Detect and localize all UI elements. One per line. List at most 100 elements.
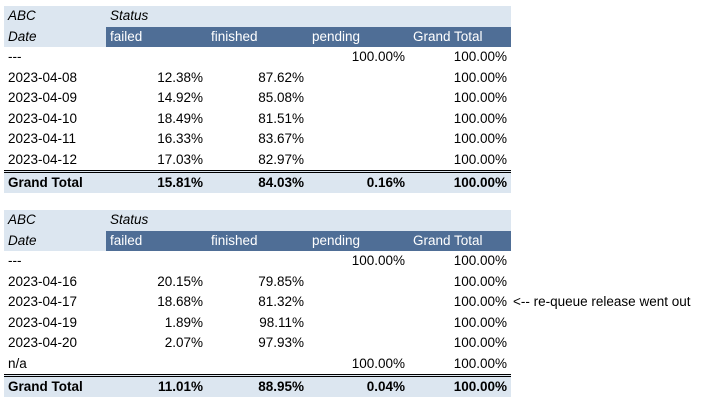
cell-pending[interactable]: [308, 150, 409, 172]
row-label[interactable]: 2023-04-19: [8, 314, 78, 330]
cell-finished[interactable]: 82.97%: [258, 151, 304, 167]
cell-pending[interactable]: [308, 129, 409, 150]
cell-failed[interactable]: 2.07%: [164, 335, 203, 351]
cell-pending[interactable]: [308, 88, 409, 109]
table-row: n/a 100.00% 100.00%: [4, 354, 511, 376]
cell-failed[interactable]: 16.33%: [157, 131, 203, 147]
cell-grand-total[interactable]: 100.00%: [453, 273, 507, 289]
column-header-pending[interactable]: pending: [308, 26, 409, 47]
row-field-label[interactable]: ABC: [4, 210, 106, 231]
cell-failed[interactable]: 18.68%: [157, 294, 203, 310]
cell-pending[interactable]: [308, 272, 409, 293]
cell-finished[interactable]: 98.11%: [259, 314, 304, 330]
row-field-label[interactable]: ABC: [4, 6, 106, 27]
table-row: 2023-04-12 17.03% 82.97% 100.00%: [4, 150, 511, 172]
cell-finished[interactable]: [207, 47, 308, 68]
cell-failed[interactable]: 18.49%: [157, 110, 203, 126]
cell-grand-total[interactable]: 100.00%: [453, 49, 507, 65]
column-field-label[interactable]: Status: [106, 210, 207, 231]
column-header-finished[interactable]: finished: [207, 230, 308, 251]
header-filler: [308, 6, 409, 27]
column-header-grand-total[interactable]: Grand Total: [409, 230, 511, 251]
row-label[interactable]: n/a: [8, 355, 27, 371]
cell-pending[interactable]: [308, 313, 409, 334]
table-row: 2023-04-16 20.15% 79.85% 100.00%: [4, 272, 511, 293]
column-header-failed[interactable]: failed: [106, 26, 207, 47]
grand-total-label[interactable]: Grand Total: [4, 169, 106, 193]
table-row: --- 100.00% 100.00%: [4, 47, 511, 68]
header-row-top: ABC Status: [4, 210, 511, 231]
cell-failed[interactable]: [106, 47, 207, 68]
total-pending[interactable]: 0.16%: [308, 169, 409, 193]
cell-grand-total[interactable]: 100.00%: [453, 253, 507, 269]
cell-finished[interactable]: 81.51%: [258, 110, 304, 126]
table-row: 2023-04-09 14.92% 85.08% 100.00%: [4, 88, 511, 109]
cell-grand-total[interactable]: 100.00%: [453, 69, 507, 85]
total-grand-total[interactable]: 100.00%: [409, 169, 511, 193]
total-grand-total[interactable]: 100.00%: [409, 373, 511, 397]
cell-failed[interactable]: 20.15%: [157, 273, 203, 289]
pivot-table-2: ABC Status Date failed finished pending …: [4, 210, 511, 397]
cell-failed[interactable]: 17.03%: [157, 151, 203, 167]
cell-grand-total[interactable]: 100.00%: [453, 90, 507, 106]
cell-finished[interactable]: 87.62%: [258, 69, 304, 85]
cell-failed[interactable]: 14.92%: [157, 90, 203, 106]
cell-failed[interactable]: [106, 354, 207, 376]
total-failed[interactable]: 15.81%: [106, 169, 207, 193]
cell-pending[interactable]: [308, 68, 409, 89]
cell-grand-total[interactable]: 100.00%: [453, 335, 507, 351]
cell-grand-total[interactable]: 100.00%: [453, 355, 507, 371]
cell-finished[interactable]: [207, 251, 308, 272]
row-label[interactable]: 2023-04-08: [8, 69, 78, 85]
column-header-finished[interactable]: finished: [207, 26, 308, 47]
row-label[interactable]: 2023-04-12: [8, 151, 78, 167]
cell-finished[interactable]: 97.93%: [258, 335, 304, 351]
cell-pending[interactable]: [308, 292, 409, 313]
total-finished[interactable]: 84.03%: [207, 169, 308, 193]
cell-finished[interactable]: 83.67%: [258, 131, 304, 147]
table-row: 2023-04-10 18.49% 81.51% 100.00%: [4, 109, 511, 130]
header-filler: [207, 210, 308, 231]
total-failed[interactable]: 11.01%: [106, 373, 207, 397]
table-row: --- 100.00% 100.00%: [4, 251, 511, 272]
cell-failed[interactable]: 12.38%: [157, 69, 203, 85]
grand-total-row: Grand Total 11.01% 88.95% 0.04% 100.00%: [4, 373, 511, 397]
row-label[interactable]: 2023-04-20: [8, 335, 78, 351]
cell-finished[interactable]: [207, 354, 308, 376]
cell-finished[interactable]: 81.32%: [258, 294, 304, 310]
total-pending[interactable]: 0.04%: [308, 373, 409, 397]
grand-total-label[interactable]: Grand Total: [4, 373, 106, 397]
row-axis-label[interactable]: Date: [4, 230, 106, 251]
row-label[interactable]: ---: [8, 253, 22, 269]
cell-finished[interactable]: 79.85%: [258, 273, 304, 289]
row-label[interactable]: 2023-04-16: [8, 273, 78, 289]
cell-failed[interactable]: 1.89%: [164, 314, 203, 330]
cell-pending[interactable]: 100.00%: [351, 253, 405, 269]
column-header-pending[interactable]: pending: [308, 230, 409, 251]
header-filler: [207, 6, 308, 27]
row-axis-label[interactable]: Date: [4, 26, 106, 47]
table-row: 2023-04-17 18.68% 81.32% 100.00%: [4, 292, 511, 313]
header-row-columns: Date failed finished pending Grand Total: [4, 26, 511, 47]
cell-pending[interactable]: 100.00%: [351, 49, 405, 65]
column-header-grand-total[interactable]: Grand Total: [409, 26, 511, 47]
row-label[interactable]: ---: [8, 49, 22, 65]
table-row: 2023-04-20 2.07% 97.93% 100.00%: [4, 333, 511, 354]
cell-pending[interactable]: [308, 109, 409, 130]
row-label[interactable]: 2023-04-11: [8, 131, 77, 147]
total-finished[interactable]: 88.95%: [207, 373, 308, 397]
cell-grand-total[interactable]: 100.00%: [453, 151, 507, 167]
cell-grand-total[interactable]: 100.00%: [453, 131, 507, 147]
cell-finished[interactable]: 85.08%: [258, 90, 304, 106]
column-header-failed[interactable]: failed: [106, 230, 207, 251]
cell-grand-total[interactable]: 100.00%: [453, 294, 507, 310]
cell-failed[interactable]: [106, 251, 207, 272]
row-label[interactable]: 2023-04-09: [8, 90, 78, 106]
cell-grand-total[interactable]: 100.00%: [453, 110, 507, 126]
column-field-label[interactable]: Status: [106, 6, 207, 27]
cell-pending[interactable]: 100.00%: [351, 355, 405, 371]
cell-pending[interactable]: [308, 333, 409, 354]
row-label[interactable]: 2023-04-10: [8, 110, 78, 126]
row-label[interactable]: 2023-04-17: [8, 294, 78, 310]
cell-grand-total[interactable]: 100.00%: [453, 314, 507, 330]
